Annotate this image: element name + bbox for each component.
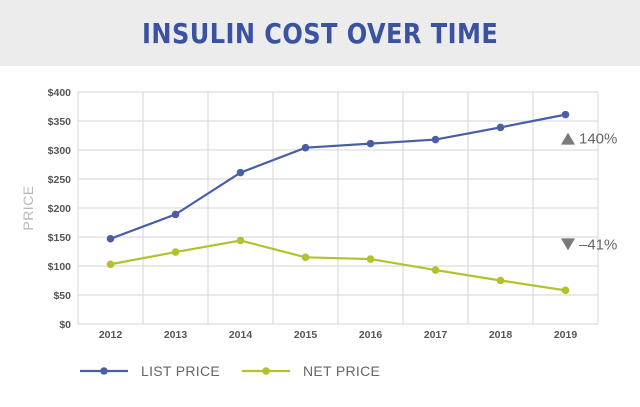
annotation-label: –41% [579,236,617,253]
x-tick-label: 2014 [229,329,253,341]
title-bar: INSULIN COST OVER TIME [0,0,640,66]
data-point-list-price [106,234,115,243]
data-point-list-price [496,123,505,132]
legend-marker-list-price [100,367,108,375]
x-tick-label: 2019 [554,329,578,341]
x-tick-label: 2013 [164,329,188,341]
annotation-label: 140% [579,131,617,148]
y-tick-label: $300 [48,145,72,157]
data-point-list-price [301,143,310,152]
legend-label-list-price: LIST PRICE [141,363,220,379]
data-point-net-price [496,276,505,285]
chart-grid [77,91,599,325]
x-tick-label: 2015 [294,329,318,341]
chart-series [106,110,570,295]
data-point-net-price [301,253,310,262]
data-point-list-price [366,139,375,148]
y-tick-label: $350 [48,116,72,128]
y-tick-label: $100 [48,261,72,273]
x-tick-label: 2017 [424,329,448,341]
y-tick-label: $150 [48,232,72,244]
data-point-list-price [236,168,245,177]
data-point-net-price [171,248,180,256]
y-tick-labels: $0 $50 $100 $150 $200 $250 $300 $350 $400 [48,87,72,331]
series-line-list-price [110,113,566,240]
data-point-list-price [171,210,180,219]
triangle-up-icon [561,132,575,145]
series-line-net-price [110,239,566,292]
y-tick-label: $0 [59,319,71,331]
page-title: INSULIN COST OVER TIME [141,16,499,50]
triangle-down-icon [561,238,575,251]
y-tick-label: $250 [48,174,72,186]
data-point-net-price [561,286,570,295]
data-point-net-price [431,266,440,274]
data-point-net-price [366,255,375,263]
x-tick-label: 2012 [99,329,123,341]
line-chart: $0$50$100$150$200$250$300$350$400 2012 20… [20,87,617,379]
y-tick-label: $200 [48,203,72,215]
y-tick-label: $50 [53,290,71,302]
x-tick-label: 2016 [359,329,383,341]
y-axis-label: PRICE [20,185,36,230]
data-point-list-price [431,135,440,144]
data-point-net-price [236,236,245,245]
x-tick-label: 2018 [489,329,513,341]
chart-annotations: 140% –41% [561,131,617,253]
chart-legend: LIST PRICE NET PRICE [80,363,380,379]
y-tick-label: $400 [48,87,72,99]
data-point-net-price [106,260,115,269]
legend-label-net-price: NET PRICE [303,363,380,379]
data-point-list-price [561,110,570,119]
legend-marker-net-price [262,367,270,375]
x-tick-labels: 2012 2013 2014 2015 2016 2017 2018 2019 [99,329,578,341]
